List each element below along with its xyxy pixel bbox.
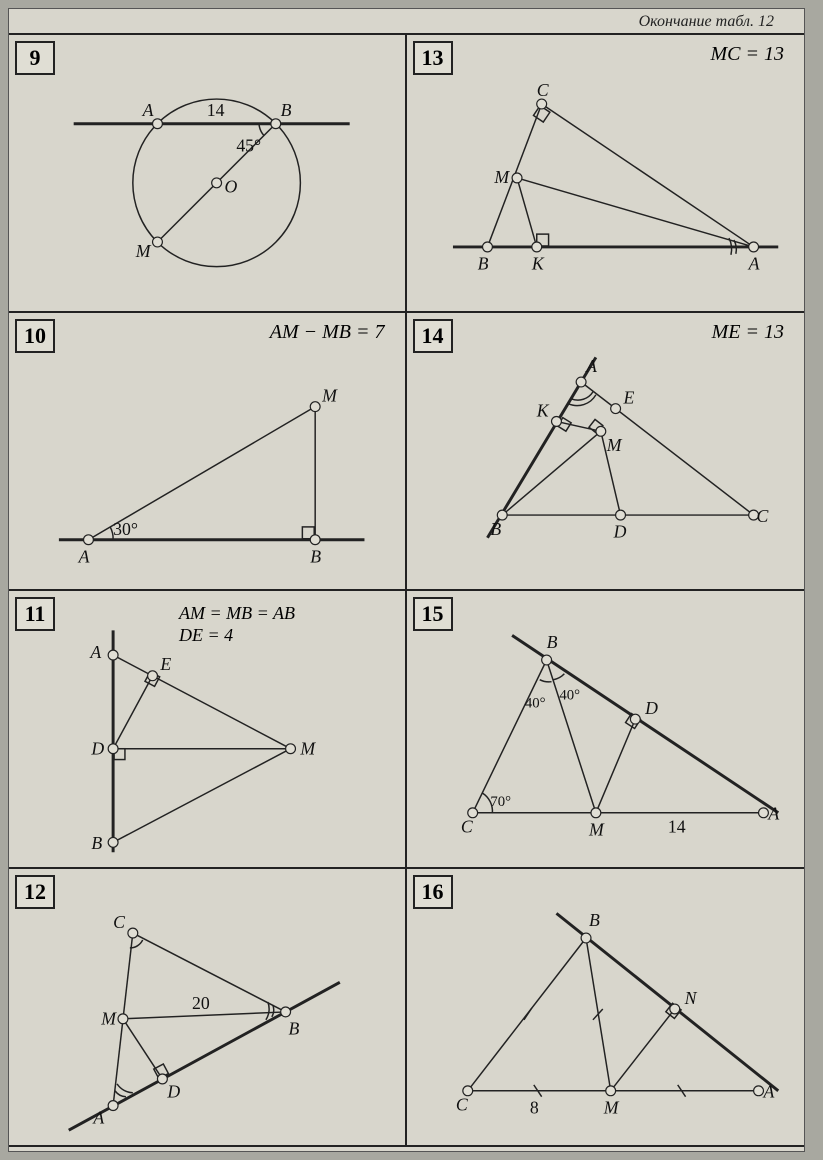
- label-B: B: [281, 100, 292, 120]
- seg-8: 8: [529, 1097, 538, 1117]
- label-E: E: [159, 654, 171, 674]
- label-D: D: [644, 698, 658, 718]
- label-A: A: [142, 100, 154, 120]
- label-A: A: [762, 1082, 774, 1102]
- problem-11: 11 AM = MB = AB DE = 4 A B D M E: [9, 591, 407, 869]
- label-C: C: [460, 817, 472, 837]
- problem-number: 15: [413, 597, 453, 631]
- given-text-2: DE = 4: [179, 625, 233, 646]
- label-B: B: [91, 833, 102, 853]
- label-A: A: [767, 804, 779, 824]
- label-M: M: [602, 1097, 619, 1117]
- label-K: K: [530, 254, 544, 274]
- label-M: M: [605, 435, 622, 455]
- angle-40b: 40°: [559, 687, 580, 703]
- label-M: M: [321, 386, 338, 406]
- seg-20: 20: [192, 993, 210, 1013]
- label-A: A: [747, 254, 759, 274]
- angle-40a: 40°: [524, 695, 545, 711]
- table-continuation-header: Окончание табл. 12: [9, 9, 804, 33]
- chord-length: 14: [207, 100, 225, 120]
- problem-number: 11: [15, 597, 55, 631]
- label-A: A: [585, 356, 597, 376]
- problem-10: 10 AM − MB = 7 A B M 30°: [9, 313, 407, 591]
- label-M: M: [135, 241, 152, 261]
- label-B: B: [490, 519, 501, 539]
- problem-number: 10: [15, 319, 55, 353]
- problem-number: 14: [413, 319, 453, 353]
- label-O: O: [224, 177, 237, 197]
- problem-number: 12: [15, 875, 55, 909]
- label-M: M: [299, 739, 316, 759]
- label-D: D: [166, 1082, 180, 1102]
- problem-13: 13 MC = 13 B K A C M: [407, 35, 805, 313]
- problem-number: 13: [413, 41, 453, 75]
- label-B: B: [477, 254, 488, 274]
- label-A: A: [89, 642, 101, 662]
- label-B: B: [588, 910, 599, 930]
- problems-grid: 9 A B O M 14 45° 13 MC = 13: [9, 33, 804, 1147]
- problem-14: 14 ME = 13 B C: [407, 313, 805, 591]
- label-C: C: [536, 80, 548, 100]
- given-text-1: AM = MB = AB: [179, 603, 295, 624]
- problem-16: 16 C M A B N: [407, 869, 805, 1147]
- label-A: A: [92, 1107, 104, 1127]
- label-B: B: [289, 1019, 300, 1039]
- problem-number: 16: [413, 875, 453, 909]
- label-D: D: [612, 522, 626, 542]
- label-E: E: [622, 388, 634, 408]
- label-B: B: [546, 632, 557, 652]
- angle-45: 45°: [236, 135, 261, 155]
- label-C: C: [455, 1095, 467, 1115]
- problem-15: 15 C M A B D 70°: [407, 591, 805, 869]
- problem-number: 9: [15, 41, 55, 75]
- problem-9: 9 A B O M 14 45°: [9, 35, 407, 313]
- label-M: M: [587, 819, 604, 839]
- label-K: K: [535, 401, 549, 421]
- given-text: MC = 13: [711, 43, 785, 66]
- angle-30: 30°: [113, 519, 138, 539]
- label-A: A: [78, 546, 90, 566]
- label-M: M: [100, 1009, 117, 1029]
- problem-12: 12 C A M B: [9, 869, 407, 1147]
- label-D: D: [90, 739, 104, 759]
- given-text: ME = 13: [712, 321, 784, 344]
- label-M: M: [493, 167, 510, 187]
- label-N: N: [683, 988, 697, 1008]
- label-B: B: [310, 546, 321, 566]
- seg-14: 14: [667, 817, 685, 837]
- label-C: C: [756, 506, 768, 526]
- given-text: AM − MB = 7: [270, 321, 385, 344]
- angle-70: 70°: [490, 794, 511, 810]
- label-C: C: [113, 912, 125, 932]
